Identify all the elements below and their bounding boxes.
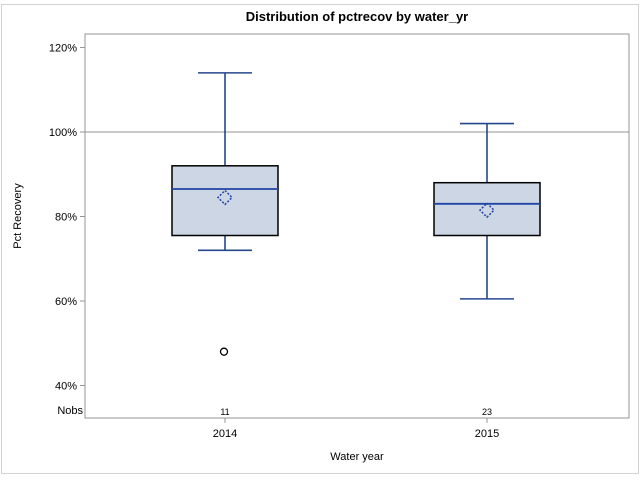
mean-marker-icon [478, 202, 496, 219]
y-tick-label: 40% [55, 380, 77, 392]
x-axis-title: Water year [330, 451, 384, 463]
outlier-point [219, 347, 229, 356]
figure-border [1, 4, 639, 474]
nobs-row-label: Nobs [57, 405, 83, 417]
x-tick-label: 2014 [213, 428, 237, 440]
mean-marker-icon [216, 189, 234, 206]
y-tick-label: 80% [55, 211, 77, 223]
chart-title: Distribution of pctrecov by water_yr [245, 9, 469, 24]
x-tick-label: 2015 [475, 428, 499, 440]
plot-frame [84, 33, 630, 419]
y-tick-label: 60% [55, 296, 77, 308]
iqr-box [433, 181, 541, 237]
iqr-box [171, 165, 279, 237]
nobs-value: 23 [482, 407, 492, 417]
y-tick-label: 120% [49, 43, 77, 55]
nobs-value: 11 [220, 407, 229, 417]
y-tick-label: 100% [49, 127, 77, 139]
